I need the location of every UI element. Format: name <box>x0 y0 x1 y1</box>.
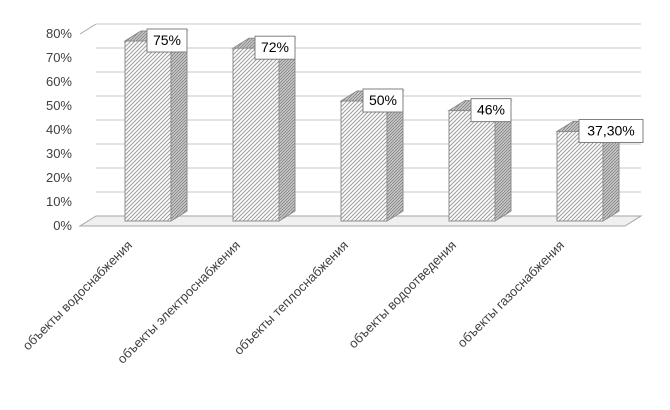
data-label-text: 75% <box>153 32 181 48</box>
category-label: объекты газоснабжения <box>454 238 567 351</box>
bar-4 <box>555 120 621 222</box>
data-label-box <box>362 88 404 113</box>
data-label-3: 46% <box>470 98 512 123</box>
bar-0 <box>123 30 189 222</box>
bar-front-face <box>556 130 604 222</box>
data-label-2: 50% <box>362 88 404 113</box>
wall-edge-line <box>79 23 97 35</box>
bar-2 <box>339 90 405 222</box>
data-label-box <box>578 118 644 143</box>
bar-front-face <box>232 47 280 222</box>
y-tick-label: 40% <box>46 122 72 137</box>
bar-front-face <box>448 110 496 222</box>
data-label-text: 46% <box>477 102 505 118</box>
bar-1 <box>231 37 297 222</box>
data-label-box <box>254 35 296 60</box>
y-axis-labels: 0% 10% 20% 30% 40% 50% 60% 70% 80% <box>46 26 72 233</box>
data-label-text: 72% <box>261 39 289 55</box>
y-tick-label: 60% <box>46 74 72 89</box>
category-label: объекты водоснабжения <box>20 238 136 354</box>
category-label: объекты теплоснабжения <box>231 238 351 358</box>
data-label-1: 72% <box>254 35 296 60</box>
bar-3 <box>447 99 513 222</box>
bar-front-face <box>124 40 172 222</box>
data-label-0: 75% <box>146 28 188 53</box>
y-tick-label: 0% <box>53 218 72 233</box>
y-tick-label: 20% <box>46 170 72 185</box>
y-tick-label: 30% <box>46 146 72 161</box>
data-labels: 75% 72% 50% 46% 37,30% <box>146 28 644 143</box>
bar-side-face <box>170 30 188 222</box>
data-label-4: 37,30% <box>578 118 644 143</box>
bar-front-face <box>340 100 388 222</box>
category-label: объекты водоотведения <box>345 238 459 352</box>
data-label-box <box>146 28 188 53</box>
data-label-text: 37,30% <box>587 122 634 138</box>
y-tick-label: 70% <box>46 50 72 65</box>
data-label-box <box>470 98 512 123</box>
y-tick-label: 50% <box>46 98 72 113</box>
y-tick-label: 80% <box>46 26 72 41</box>
y-tick-label: 10% <box>46 194 72 209</box>
data-label-text: 50% <box>369 92 397 108</box>
category-label: объекты электроснабжения <box>114 238 243 367</box>
bar-side-face <box>278 37 296 222</box>
